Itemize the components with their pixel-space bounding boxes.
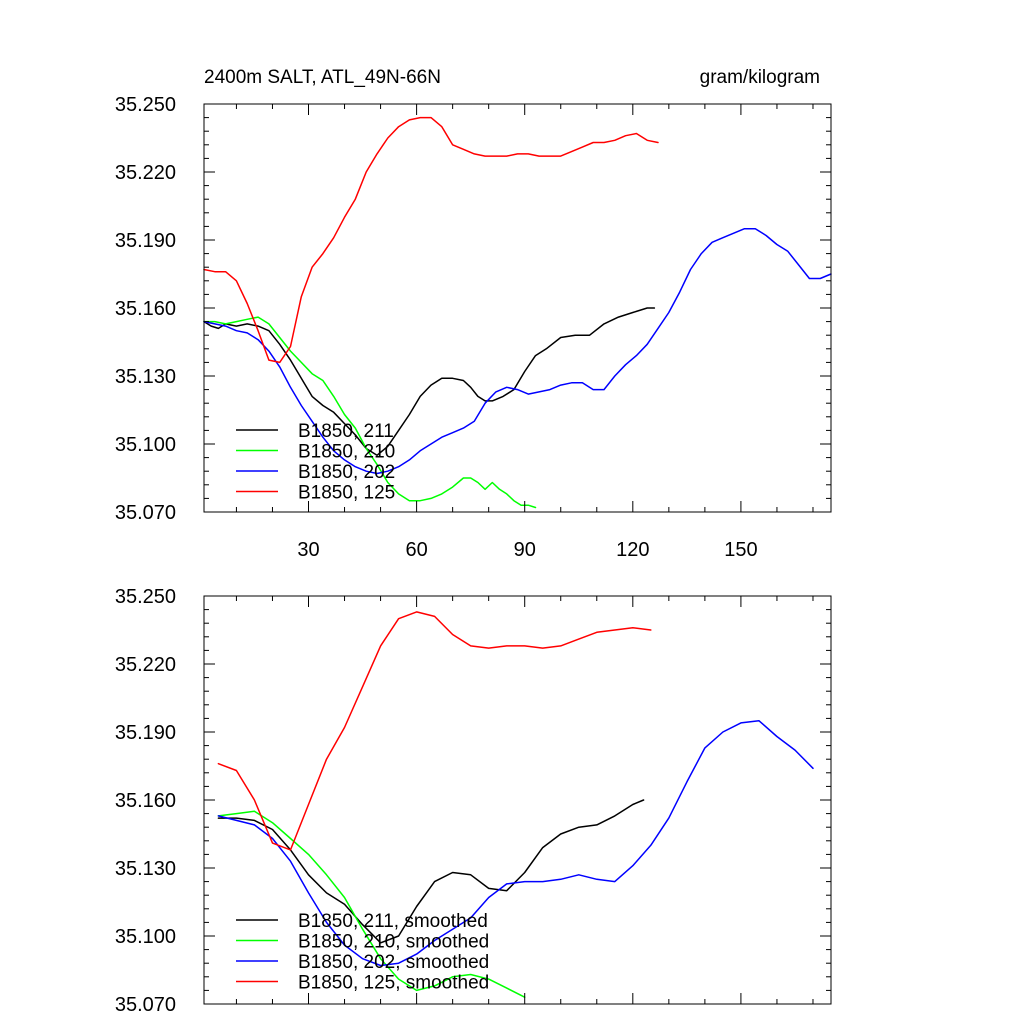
series-line-0 — [203, 307, 656, 457]
x-tick-label: 60 — [405, 539, 427, 561]
legend-label: B1850, 202, smoothed — [298, 952, 489, 973]
legend-label: B1850, 210 — [298, 442, 395, 463]
chart-units: gram/kilogram — [700, 67, 820, 88]
y-tick-label: 35.220 — [115, 654, 176, 676]
legend-label: B1850, 211 — [298, 421, 394, 442]
series-line-1 — [217, 810, 526, 998]
y-tick-label: 35.160 — [115, 790, 176, 812]
y-tick-label: 35.100 — [115, 434, 176, 456]
chart-panel-top: 35.070 35.100 35.130 35.160 35.190 35.220 35.2… — [115, 67, 832, 561]
chart-title: 2400m SALT, ATL_49N-66N — [204, 67, 441, 88]
series-line-2 — [217, 719, 814, 967]
series-line-2 — [203, 227, 832, 475]
y-tick-label: 35.250 — [115, 586, 176, 608]
x-tick-label: 30 — [297, 539, 319, 561]
x-tick-label: 150 — [724, 539, 757, 561]
legend-label: B1850, 125, smoothed — [298, 973, 489, 994]
x-tick-label: 90 — [514, 539, 536, 561]
y-tick-label: 35.130 — [115, 366, 176, 388]
series-line-1 — [203, 316, 537, 509]
y-tick-label: 35.250 — [115, 94, 176, 116]
y-tick-label: 35.100 — [115, 926, 176, 948]
y-tick-label: 35.160 — [115, 298, 176, 320]
series-line-3 — [217, 611, 652, 851]
chart-panel-bottom: 35.070 35.100 35.130 35.160 35.190 35.220 35.2… — [115, 586, 832, 1016]
y-tick-label: 35.190 — [115, 230, 176, 252]
y-tick-label: 35.070 — [115, 502, 176, 524]
y-tick-label: 35.070 — [115, 994, 176, 1016]
series-line-3 — [203, 116, 659, 364]
y-tick-label: 35.220 — [115, 162, 176, 184]
legend-label: B1850, 210, smoothed — [298, 932, 489, 953]
legend-label: B1850, 202 — [298, 462, 395, 483]
y-tick-label: 35.130 — [115, 858, 176, 880]
y-tick-label: 35.190 — [115, 722, 176, 744]
x-tick-label: 120 — [616, 539, 649, 561]
legend-label: B1850, 125 — [298, 483, 395, 504]
legend-label: B1850, 211, smoothed — [298, 911, 488, 932]
